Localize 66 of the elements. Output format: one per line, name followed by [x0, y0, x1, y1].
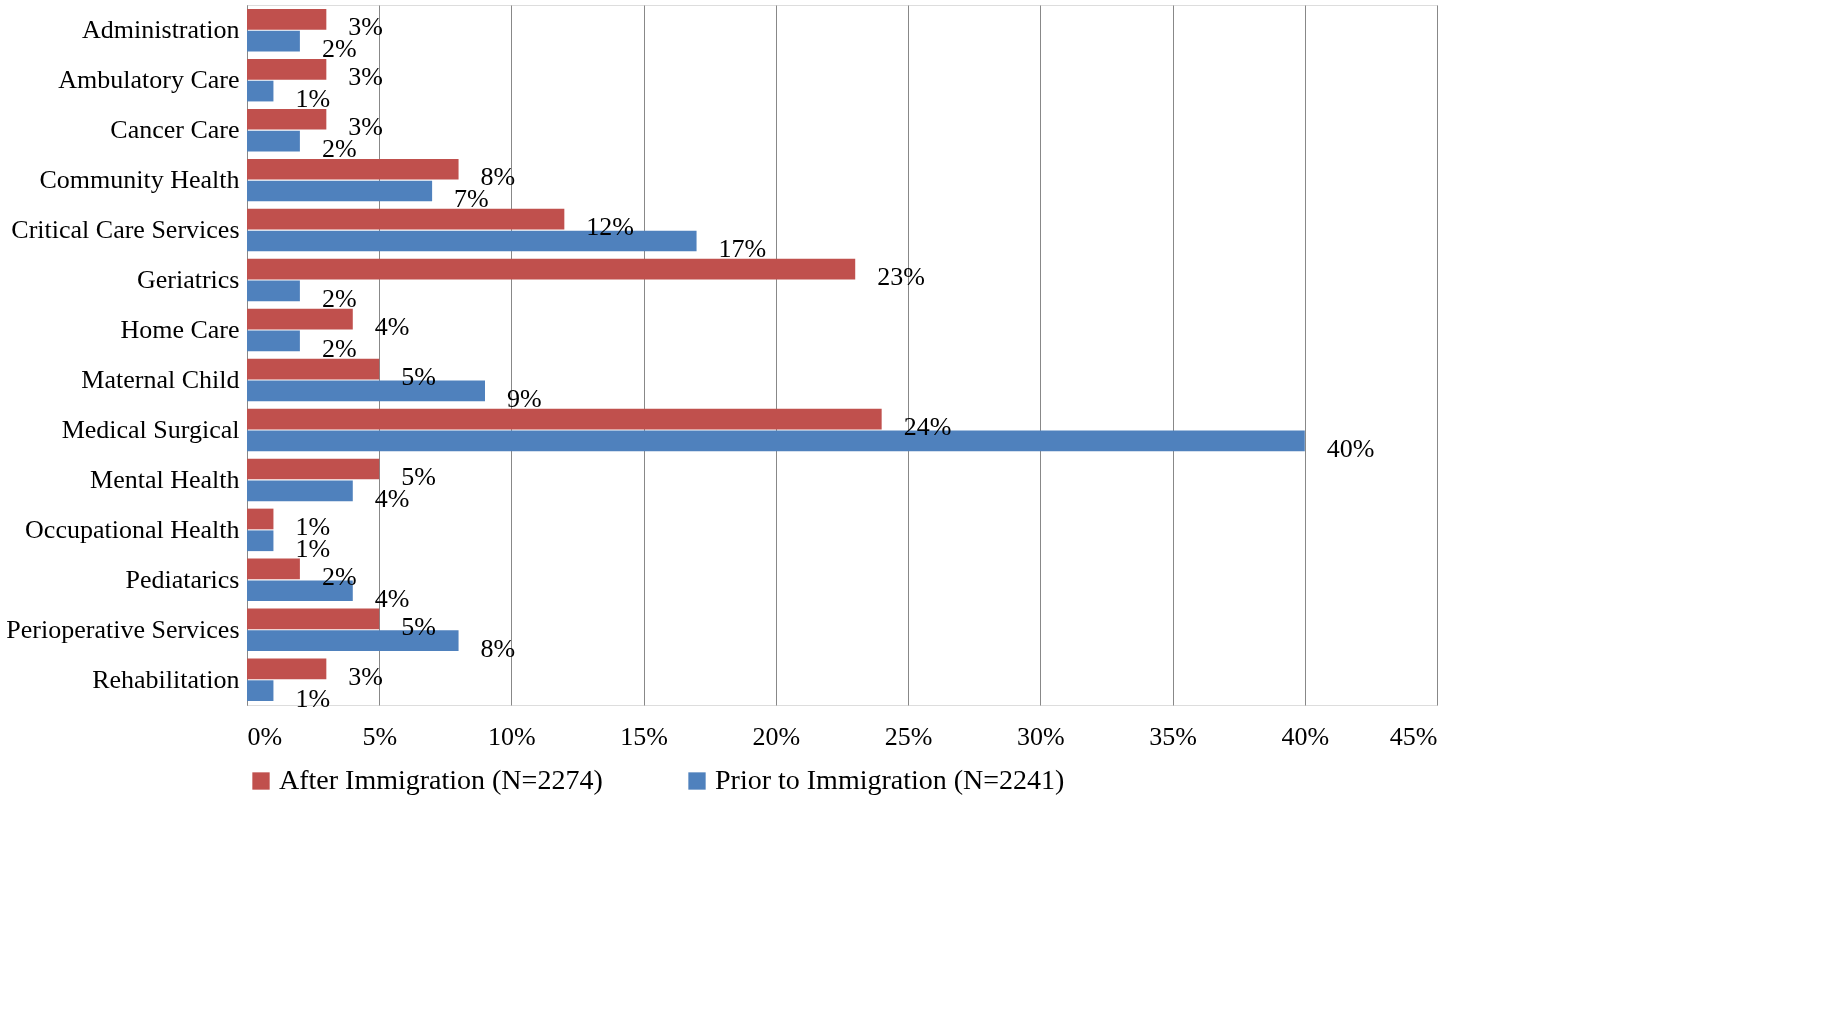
- bar: [247, 680, 274, 701]
- data-label: 2%: [321, 34, 357, 64]
- data-label: 1%: [295, 683, 331, 713]
- bar: [247, 458, 380, 480]
- bar: [247, 480, 353, 502]
- x-tick-label: 0%: [247, 721, 283, 751]
- y-tick-label: Ambulatory Care: [58, 65, 240, 95]
- bar: [247, 608, 380, 630]
- x-tick-label: 45%: [1389, 721, 1438, 751]
- data-label: 4%: [374, 583, 410, 613]
- data-label: 2%: [321, 134, 357, 164]
- x-tick-label: 40%: [1281, 721, 1330, 751]
- bar: [247, 158, 459, 180]
- y-tick-label: Community Health: [39, 165, 240, 195]
- y-tick-label: Administration: [82, 15, 240, 45]
- bar: [247, 9, 327, 30]
- y-tick-label: Cancer Care: [110, 115, 240, 145]
- x-tick-label: 10%: [488, 721, 536, 751]
- y-tick-label: Geriatrics: [136, 265, 240, 295]
- x-tick-label: 25%: [884, 721, 933, 751]
- bar: [247, 358, 380, 380]
- data-label: 4%: [374, 312, 410, 342]
- bar: [247, 530, 274, 552]
- bar: [247, 130, 300, 152]
- data-label: 8%: [480, 633, 516, 663]
- y-tick-label: Critical Care Services: [11, 215, 240, 245]
- bar: [247, 58, 327, 80]
- bar: [247, 308, 353, 330]
- y-tick-label: Home Care: [120, 315, 240, 345]
- y-tick-label: Pediatarics: [125, 564, 240, 594]
- bar: [247, 658, 327, 680]
- bar: [247, 258, 856, 280]
- data-label: 7%: [454, 184, 489, 214]
- legend-label: After Immigration (N=2274): [279, 764, 603, 795]
- data-label: 2%: [321, 283, 357, 313]
- bar: [247, 508, 274, 530]
- data-label: 23%: [877, 262, 925, 292]
- y-tick-label: Rehabilitation: [92, 664, 240, 694]
- bar: [247, 280, 300, 302]
- legend-label: Prior to Immigration (N=2241): [715, 764, 1065, 795]
- data-label: 1%: [295, 84, 331, 114]
- y-tick-label: Perioperative Services: [6, 614, 240, 644]
- x-tick-label: 5%: [362, 721, 398, 751]
- data-label: 40%: [1326, 433, 1375, 463]
- x-tick-label: 35%: [1149, 721, 1197, 751]
- bar: [247, 80, 274, 102]
- data-label: 1%: [295, 511, 331, 541]
- bar: [247, 180, 433, 202]
- data-label: 3%: [348, 62, 384, 92]
- y-tick-label: Mental Health: [90, 464, 240, 494]
- bar: [247, 330, 300, 352]
- x-tick-label: 20%: [752, 721, 801, 751]
- bar: [247, 208, 565, 230]
- data-label: 3%: [348, 661, 384, 691]
- data-label: 17%: [718, 233, 767, 263]
- y-tick-label: Medical Surgical: [61, 414, 240, 444]
- bar: [247, 408, 882, 430]
- y-tick-label: Occupational Health: [25, 514, 240, 544]
- y-tick-label: Maternal Child: [81, 364, 240, 394]
- data-label: 2%: [321, 333, 357, 363]
- bar: [247, 30, 300, 52]
- bar: [247, 558, 300, 580]
- x-tick-label: 30%: [1017, 721, 1065, 751]
- bar: [247, 108, 327, 130]
- x-tick-label: 15%: [620, 721, 668, 751]
- data-label: 9%: [507, 383, 542, 413]
